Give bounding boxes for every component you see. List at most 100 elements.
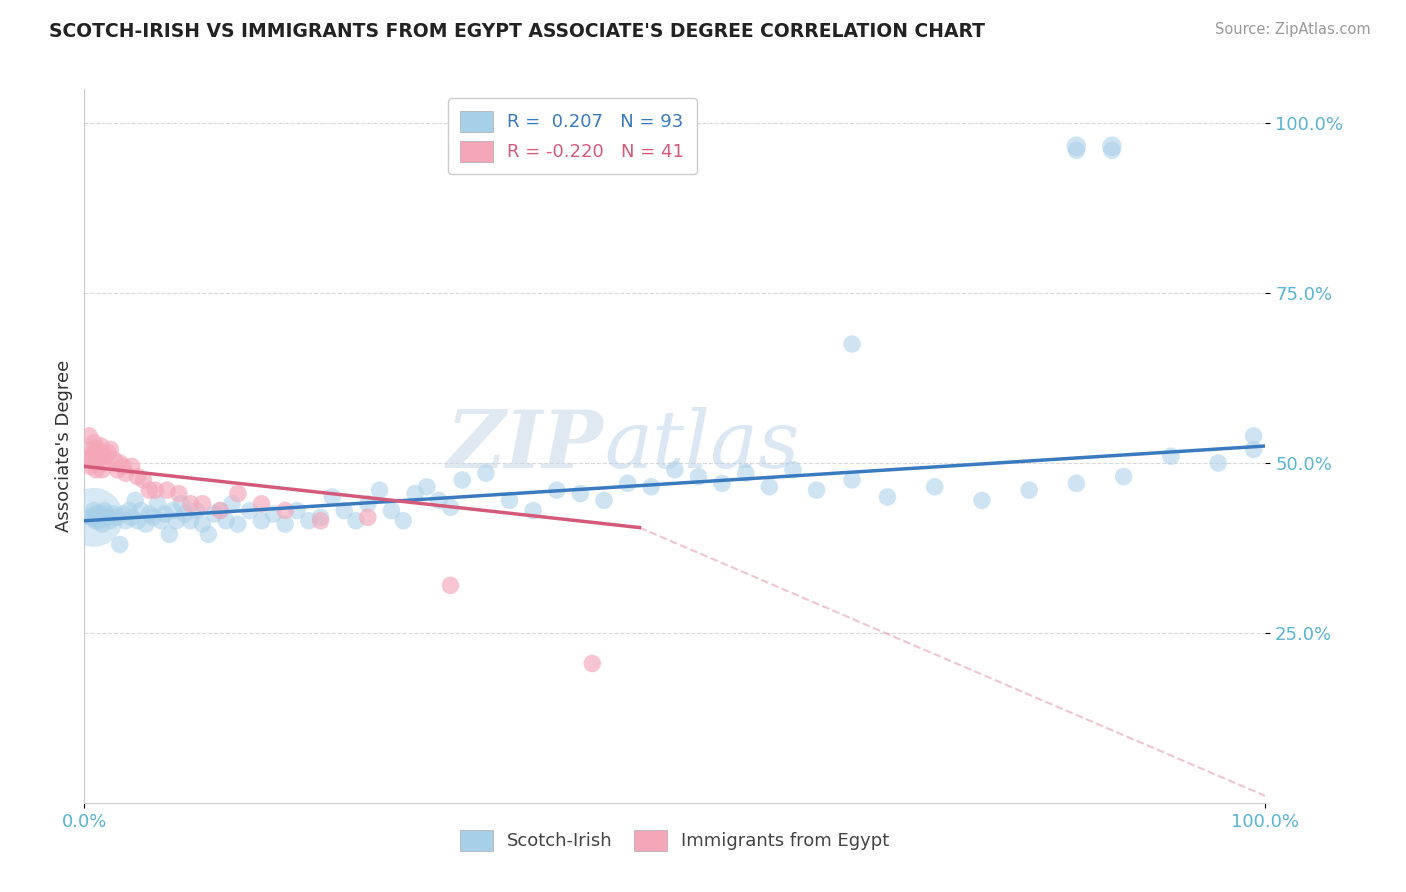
Point	[226, 486, 249, 500]
Point	[416, 480, 439, 494]
Point	[91, 517, 114, 532]
Point	[298, 514, 321, 528]
Point	[1160, 449, 1182, 463]
Point	[498, 493, 520, 508]
Point	[274, 517, 297, 532]
Point	[593, 493, 616, 508]
Point	[970, 493, 993, 508]
Y-axis label: Associate's Degree: Associate's Degree	[55, 359, 73, 533]
Point	[79, 459, 101, 474]
Point	[1101, 139, 1123, 153]
Point	[357, 510, 380, 524]
Point	[124, 493, 146, 508]
Point	[105, 510, 128, 524]
Point	[841, 473, 863, 487]
Point	[1066, 476, 1088, 491]
Point	[1243, 442, 1265, 457]
Point	[734, 466, 756, 480]
Point	[167, 486, 190, 500]
Point	[711, 476, 734, 491]
Point	[166, 514, 188, 528]
Point	[84, 463, 107, 477]
Point	[146, 497, 169, 511]
Point	[321, 490, 343, 504]
Point	[80, 449, 103, 463]
Point	[439, 578, 461, 592]
Point	[112, 459, 135, 474]
Point	[84, 510, 107, 524]
Point	[83, 510, 105, 524]
Point	[806, 483, 828, 498]
Point	[143, 483, 166, 498]
Point	[94, 449, 117, 463]
Point	[333, 503, 356, 517]
Point	[93, 503, 115, 517]
Legend: Scotch-Irish, Immigrants from Egypt: Scotch-Irish, Immigrants from Egypt	[453, 822, 897, 858]
Point	[876, 490, 898, 504]
Point	[451, 473, 474, 487]
Point	[94, 507, 117, 521]
Point	[664, 463, 686, 477]
Point	[581, 657, 603, 671]
Point	[83, 503, 105, 517]
Point	[1066, 139, 1088, 153]
Point	[427, 493, 450, 508]
Point	[87, 452, 110, 467]
Point	[357, 497, 380, 511]
Point	[91, 456, 114, 470]
Point	[82, 442, 104, 457]
Point	[404, 486, 426, 500]
Point	[569, 486, 592, 500]
Point	[173, 507, 195, 521]
Point	[114, 514, 136, 528]
Point	[103, 452, 125, 467]
Text: Source: ZipAtlas.com: Source: ZipAtlas.com	[1215, 22, 1371, 37]
Point	[221, 497, 243, 511]
Point	[197, 527, 219, 541]
Point	[1112, 469, 1135, 483]
Point	[344, 514, 367, 528]
Point	[688, 469, 710, 483]
Point	[309, 514, 332, 528]
Point	[640, 480, 662, 494]
Point	[157, 527, 180, 541]
Point	[84, 514, 107, 528]
Point	[107, 463, 129, 477]
Text: atlas: atlas	[605, 408, 800, 484]
Point	[162, 503, 184, 517]
Point	[616, 476, 638, 491]
Point	[274, 503, 297, 517]
Point	[118, 503, 141, 517]
Point	[215, 514, 238, 528]
Point	[368, 483, 391, 498]
Point	[250, 497, 273, 511]
Point	[138, 507, 160, 521]
Point	[87, 514, 110, 528]
Point	[77, 452, 100, 467]
Point	[82, 510, 104, 524]
Point	[91, 463, 114, 477]
Point	[191, 517, 214, 532]
Point	[114, 466, 136, 480]
Point	[1018, 483, 1040, 498]
Point	[758, 480, 780, 494]
Point	[1206, 456, 1229, 470]
Point	[209, 503, 232, 517]
Point	[98, 442, 121, 457]
Point	[84, 456, 107, 470]
Point	[83, 446, 105, 460]
Point	[439, 500, 461, 515]
Point	[121, 510, 143, 524]
Point	[86, 442, 108, 457]
Text: ZIP: ZIP	[447, 408, 605, 484]
Point	[153, 507, 176, 521]
Point	[180, 514, 202, 528]
Point	[380, 503, 402, 517]
Point	[97, 510, 120, 524]
Point	[142, 510, 165, 524]
Point	[90, 439, 112, 453]
Point	[250, 514, 273, 528]
Point	[89, 446, 111, 460]
Point	[98, 514, 121, 528]
Text: SCOTCH-IRISH VS IMMIGRANTS FROM EGYPT ASSOCIATE'S DEGREE CORRELATION CHART: SCOTCH-IRISH VS IMMIGRANTS FROM EGYPT AS…	[49, 22, 986, 41]
